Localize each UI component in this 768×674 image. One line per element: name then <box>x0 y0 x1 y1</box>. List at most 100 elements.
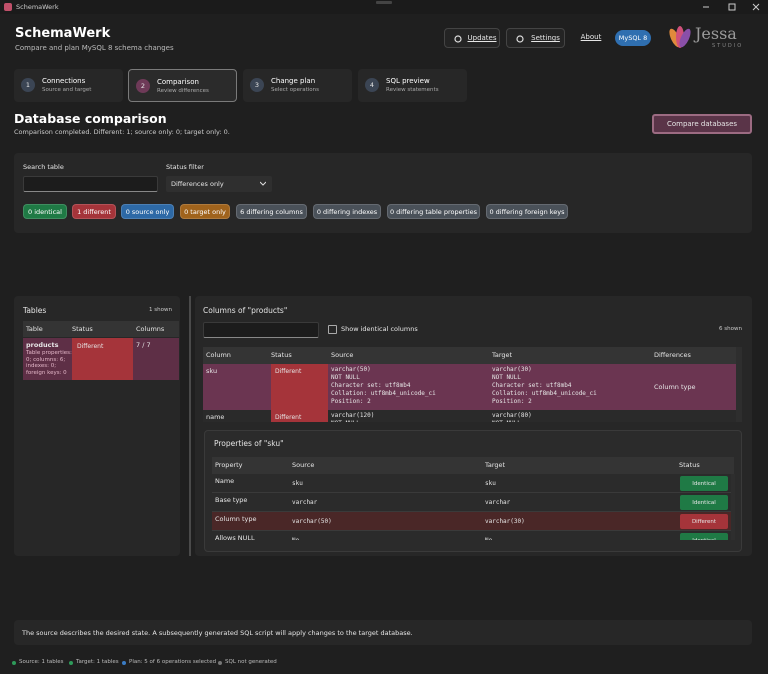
property-source: sku <box>292 480 303 487</box>
status-cell: Different <box>271 410 328 422</box>
compare-button[interactable]: Compare databases <box>652 114 752 134</box>
step-number: 3 <box>250 78 264 92</box>
column-header: Target <box>492 351 513 359</box>
table-row[interactable]: products Table properties: 0; columns: 6;… <box>23 338 179 380</box>
status-text: Different <box>275 368 302 375</box>
panel-title: Columns of "products" <box>203 306 288 315</box>
step-card[interactable]: 3 Change plan Select operations <box>243 69 352 102</box>
shown-count: 6 shown <box>719 326 742 332</box>
properties-body: Name sku sku Identical Base type varchar varch… <box>212 474 731 540</box>
step-subtitle: Source and target <box>42 87 92 93</box>
logo-mark <box>669 26 691 48</box>
button-icon <box>454 35 462 43</box>
search-input[interactable] <box>23 176 158 192</box>
property-row[interactable]: Base type varchar varchar Identical <box>212 493 731 512</box>
panel-title: Properties of "sku" <box>214 439 284 448</box>
filter-chip[interactable]: 0 source only <box>121 204 174 219</box>
panel-title: Tables <box>23 306 47 315</box>
property-source: No <box>292 537 299 540</box>
property-target: varchar <box>485 499 511 506</box>
step-card[interactable]: 2 Comparison Review differences <box>128 69 237 102</box>
checkbox-label: Show identical columns <box>341 325 418 333</box>
filter-chip[interactable]: 0 differing indexes <box>313 204 381 219</box>
property-name: Allows NULL <box>215 534 255 540</box>
step-title: Connections <box>42 77 86 85</box>
source-line: NOT NULL <box>331 420 360 422</box>
property-row[interactable]: Name sku sku Identical <box>212 474 731 493</box>
status-filter-value: Differences only <box>171 180 224 188</box>
window-controls <box>703 3 760 11</box>
app-title: SchemaWerk <box>15 26 111 41</box>
filter-chip[interactable]: 0 target only <box>180 204 230 219</box>
property-row[interactable]: Allows NULL No No Identical <box>212 531 731 540</box>
filter-chip[interactable]: 0 identical <box>23 204 67 219</box>
button-label: Updates <box>467 34 497 42</box>
property-source: varchar(50) <box>292 518 332 525</box>
column-header: Column <box>206 351 231 359</box>
properties-header: Property Source Target Status <box>212 457 734 474</box>
page-status: Comparison completed. Different: 1; sour… <box>14 128 230 136</box>
status-dot <box>218 661 222 665</box>
button-icon <box>516 35 524 43</box>
property-target: sku <box>485 480 496 487</box>
filter-chip[interactable]: 6 differing columns <box>236 204 307 219</box>
status-item: Target: 1 tables <box>76 659 119 665</box>
drag-handle <box>376 1 392 4</box>
source-line: Collation: utf8mb4_unicode_ci <box>331 390 436 397</box>
grid-scrollbar <box>736 347 742 422</box>
app-icon <box>4 3 12 11</box>
note-panel: The source describes the desired state. … <box>14 620 752 645</box>
step-card[interactable]: 4 SQL preview Review statements <box>358 69 467 102</box>
property-row[interactable]: Column type varchar(50) varchar(30) Differe… <box>212 512 731 531</box>
properties-scrollbar <box>731 474 735 540</box>
step-subtitle: Review statements <box>386 87 439 93</box>
target-line: Collation: utf8mb4_unicode_ci <box>492 390 597 397</box>
column-header: Columns <box>136 325 165 333</box>
step-subtitle: Select operations <box>271 87 319 93</box>
title-bar <box>0 0 768 14</box>
grid-body: sku Different varchar(50) NOT NULL Character… <box>203 364 736 422</box>
header-button[interactable]: Settings <box>506 28 565 48</box>
table-name: products <box>26 341 59 349</box>
status-item: Source: 1 tables <box>19 659 64 665</box>
source-line: Character set: utf8mb4 <box>331 382 411 389</box>
property-name: Base type <box>215 496 248 504</box>
column-search[interactable] <box>203 322 319 338</box>
step-title: Comparison <box>157 78 199 86</box>
column-row[interactable]: sku Different varchar(50) NOT NULL Character… <box>203 364 736 410</box>
status-dot <box>69 661 73 665</box>
status-dot <box>122 661 126 665</box>
differences: Column type <box>654 383 696 391</box>
status-cell: Different <box>72 338 133 380</box>
property-name: Name <box>215 477 235 485</box>
filter-chip[interactable]: 0 differing foreign keys <box>486 204 568 219</box>
checkbox[interactable] <box>328 325 337 334</box>
property-name: Column type <box>215 515 257 523</box>
page-title: Database comparison <box>14 111 167 126</box>
column-header: Table <box>26 325 43 333</box>
app-subtitle: Compare and plan MySQL 8 schema changes <box>15 44 174 52</box>
db-badge: MySQL 8 <box>615 30 651 46</box>
status-text: Different <box>275 414 302 421</box>
source-line: varchar(120) <box>331 412 375 419</box>
header-button[interactable]: About <box>574 28 608 48</box>
filter-chip[interactable]: 1 different <box>72 204 116 219</box>
table-details: Table properties: 0; columns: 6; indexes… <box>26 350 72 376</box>
status-pill: Different <box>680 514 728 529</box>
status-pill: Identical <box>680 495 728 510</box>
step-card[interactable]: 1 Connections Source and target <box>14 69 123 102</box>
filter-chip[interactable]: 0 differing table properties <box>387 204 480 219</box>
column-header: Status <box>679 461 700 469</box>
column-header: Source <box>331 351 354 359</box>
header-button[interactable]: Updates <box>444 28 500 48</box>
step-number: 2 <box>136 79 150 93</box>
status-filter[interactable]: Differences only <box>166 176 272 192</box>
step-number: 4 <box>365 78 379 92</box>
status-pill: Identical <box>680 533 728 540</box>
grid-header: Column Status Source Target Differences <box>203 347 736 364</box>
column-header: Status <box>72 325 93 333</box>
status-item: Plan: 5 of 6 operations selected <box>129 659 217 665</box>
logo-text: Jessa <box>695 24 737 43</box>
